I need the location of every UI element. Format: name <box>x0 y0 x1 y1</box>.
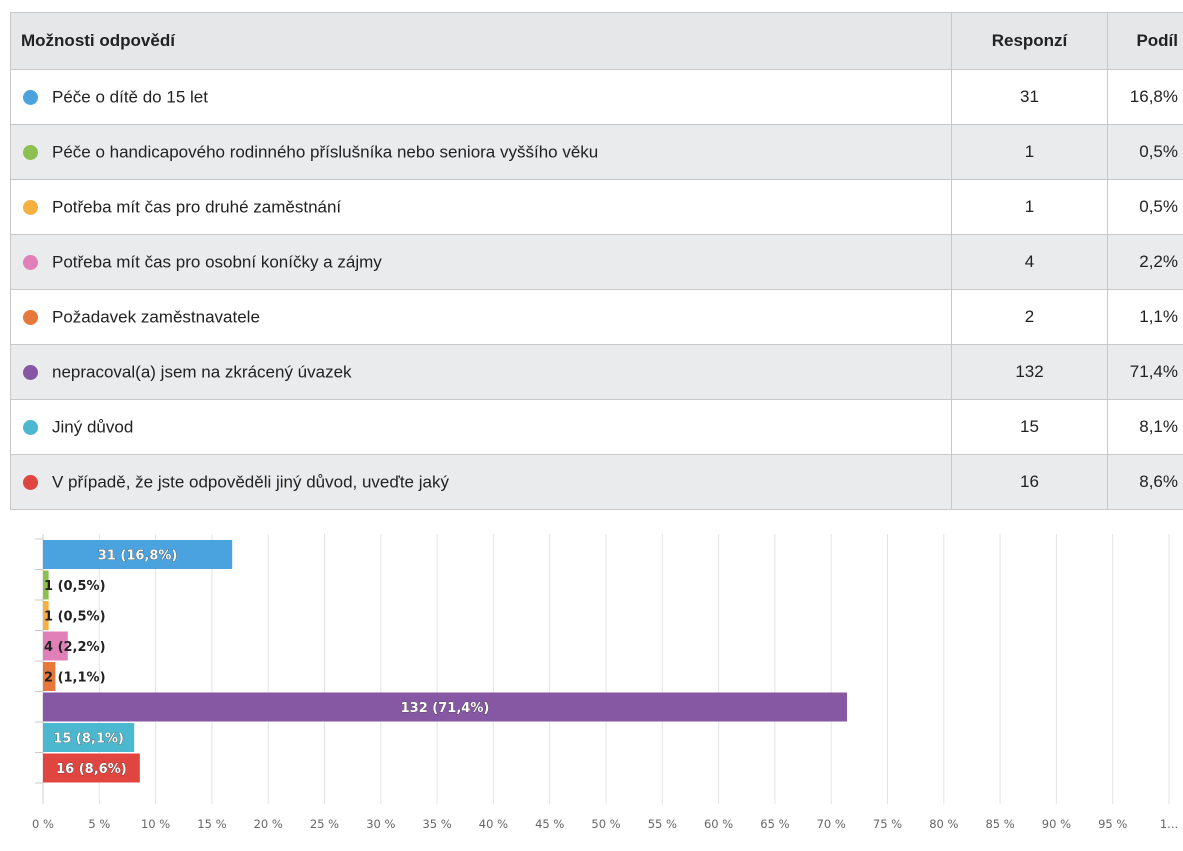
x-tick-label: 0 % <box>32 817 54 831</box>
responses-cell: 1 <box>951 179 1108 235</box>
table-row: V případě, že jste odpověděli jiný důvod… <box>10 454 1183 510</box>
option-cell: Jiný důvod <box>10 399 952 455</box>
share-cell: 0,5% <box>1107 124 1183 180</box>
responses-cell: 4 <box>951 234 1108 290</box>
bar-data-label: 31 (16,8%) <box>98 549 178 564</box>
table-row: Jiný důvod 15 8,1% <box>10 399 1183 455</box>
legend-dot-icon <box>23 199 38 215</box>
x-tick-label: 65 % <box>760 817 789 831</box>
share-cell: 71,4% <box>1107 344 1183 400</box>
bar <box>43 601 49 630</box>
option-label: Péče o handicapového rodinného příslušní… <box>52 142 599 162</box>
option-label: Jiný důvod <box>52 417 134 437</box>
table-row: Péče o handicapového rodinného příslušní… <box>10 124 1183 180</box>
x-tick-label: 10 % <box>141 817 170 831</box>
x-tick-label: 85 % <box>985 817 1014 831</box>
x-tick-label: 70 % <box>817 817 846 831</box>
table-row: nepracoval(a) jsem na zkrácený úvazek 132… <box>10 344 1183 400</box>
share-cell: 8,1% <box>1107 399 1183 455</box>
legend-dot-icon <box>23 474 38 490</box>
x-tick-label: 80 % <box>929 817 958 831</box>
option-label: Péče o dítě do 15 let <box>52 87 208 107</box>
x-tick-label: 50 % <box>591 817 620 831</box>
table-row: Potřeba mít čas pro druhé zaměstnání 1 0,5… <box>10 179 1183 235</box>
x-tick-label: 25 % <box>310 817 339 831</box>
responses-cell: 132 <box>951 344 1108 400</box>
responses-cell: 2 <box>951 289 1108 345</box>
table-row: Požadavek zaměstnavatele 2 1,1% <box>10 289 1183 345</box>
bar <box>43 753 140 783</box>
option-cell: Péče o dítě do 15 let <box>10 69 952 125</box>
option-label: Požadavek zaměstnavatele <box>52 307 260 327</box>
option-label: nepracoval(a) jsem na zkrácený úvazek <box>52 362 352 382</box>
bar-data-label: 2 (1,1%) <box>44 671 106 686</box>
share-cell: 0,5% <box>1107 179 1183 235</box>
header-responses: Responzí <box>951 12 1108 70</box>
bar-data-label: 132 (71,4%) <box>401 701 490 716</box>
x-tick-label: 30 % <box>366 817 395 831</box>
bar <box>43 631 68 661</box>
legend-dot-icon <box>23 419 38 435</box>
legend-dot-icon <box>23 254 38 270</box>
responses-cell: 31 <box>951 69 1108 125</box>
x-tick-label: 60 % <box>704 817 733 831</box>
share-cell: 8,6% <box>1107 454 1183 510</box>
x-tick-label: 95 % <box>1098 817 1127 831</box>
legend-dot-icon <box>23 144 38 160</box>
bar <box>43 662 56 691</box>
bar-data-label: 1 (0,5%) <box>44 579 106 594</box>
x-tick-label: 5 % <box>88 817 110 831</box>
bar <box>43 540 233 569</box>
table-body: Péče o dítě do 15 let 31 16,8% Péče o handi… <box>10 69 1183 510</box>
legend-dot-icon <box>23 364 38 380</box>
x-tick-label: 75 % <box>873 817 902 831</box>
x-tick-label: 20 % <box>254 817 283 831</box>
bar <box>43 723 135 752</box>
option-cell: Potřeba mít čas pro druhé zaměstnání <box>10 179 952 235</box>
option-label: V případě, že jste odpověděli jiný důvod… <box>52 472 449 492</box>
option-cell: V případě, že jste odpověděli jiný důvod… <box>10 454 952 510</box>
table-row: Potřeba mít čas pro osobní koníčky a záj… <box>10 234 1183 290</box>
bar <box>43 570 49 600</box>
bar <box>43 692 847 722</box>
option-cell: Požadavek zaměstnavatele <box>10 289 952 345</box>
responses-cell: 15 <box>951 399 1108 455</box>
header-options: Možnosti odpovědí <box>10 12 952 70</box>
option-cell: Péče o handicapového rodinného příslušní… <box>10 124 952 180</box>
x-tick-label: 15 % <box>197 817 226 831</box>
bar-data-label: 16 (8,6%) <box>56 762 127 777</box>
x-tick-label: 90 % <box>1042 817 1071 831</box>
bar-data-label: 1 (0,5%) <box>44 610 106 625</box>
responses-cell: 16 <box>951 454 1108 510</box>
option-cell: nepracoval(a) jsem na zkrácený úvazek <box>10 344 952 400</box>
bar-data-label: 15 (8,1%) <box>53 732 124 747</box>
header-share: Podíl <box>1107 12 1183 70</box>
responses-table: Možnosti odpovědí Responzí Podíl Péče o … <box>10 12 1183 510</box>
x-tick-label: 35 % <box>422 817 451 831</box>
share-cell: 1,1% <box>1107 289 1183 345</box>
legend-dot-icon <box>23 89 38 105</box>
x-tick-label: 1... <box>1160 817 1178 831</box>
x-tick-label: 40 % <box>479 817 508 831</box>
option-label: Potřeba mít čas pro druhé zaměstnání <box>52 197 342 217</box>
x-tick-label: 45 % <box>535 817 564 831</box>
responses-cell: 1 <box>951 124 1108 180</box>
bar-chart: 0 % 5 % 10 % 15 % 20 % 25 % 30 % 35 % 40 % 45 % 50… <box>32 534 1178 831</box>
table-row: Péče o dítě do 15 let 31 16,8% <box>10 69 1183 125</box>
option-label: Potřeba mít čas pro osobní koníčky a záj… <box>52 252 382 272</box>
legend-dot-icon <box>23 309 38 325</box>
table-header-row: Možnosti odpovědí Responzí Podíl <box>10 12 1183 70</box>
bar-data-label: 4 (2,2%) <box>44 640 106 655</box>
x-tick-label: 55 % <box>648 817 677 831</box>
share-cell: 2,2% <box>1107 234 1183 290</box>
share-cell: 16,8% <box>1107 69 1183 125</box>
option-cell: Potřeba mít čas pro osobní koníčky a záj… <box>10 234 952 290</box>
